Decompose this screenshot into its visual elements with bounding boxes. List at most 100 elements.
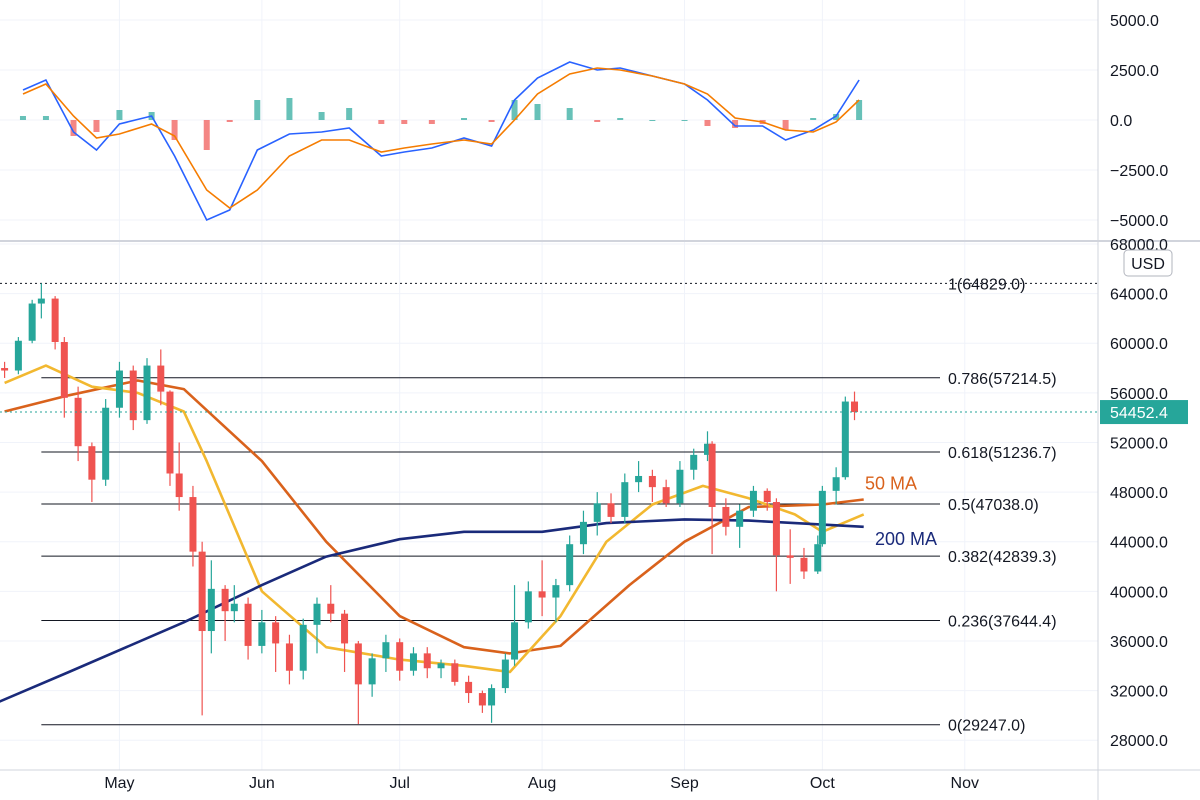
candle-body [60,341,68,398]
candle-body [396,642,404,671]
candle-body [198,551,206,632]
candle-body [1,368,9,371]
fib-level-label: 0.786(57214.5) [948,371,1057,388]
macd-histogram-bar [566,108,573,120]
macd-histogram-bar [116,110,123,120]
fib-level-label: 0(29247.0) [948,718,1025,735]
macd-histogram-bar [19,116,26,120]
candle-body [230,603,238,612]
candle-body [511,622,519,660]
price-candles[interactable] [1,283,859,725]
candle-body [437,663,445,669]
fib-level-label: 0.236(37644.4) [948,614,1057,631]
price-tick-label: 48000.0 [1110,485,1168,502]
last-price-label: 54452.4 [1110,405,1168,422]
macd-line [22,61,860,222]
candle-body [354,643,362,685]
candle-body [272,622,280,644]
macd-histogram-bar [318,112,325,120]
candle-body [749,490,757,511]
time-tick-label: Jul [389,775,409,792]
candle-body [221,588,229,612]
candle-body [129,370,137,421]
fib-level-label: 0.618(51236.7) [948,445,1057,462]
labels: 54452.4 USD 50 MA 200 MA [0,249,1188,549]
candle-body [382,642,390,659]
macd-histogram-bar [346,108,353,120]
macd-histogram-bar [42,116,49,120]
price-tick-label: 56000.0 [1110,386,1168,403]
200-ma-line [0,518,864,703]
macd-tick-label: 0.0 [1110,113,1132,130]
candle-body [423,653,431,669]
macd-histogram-bar [461,118,468,120]
candle-body [207,588,215,632]
candle-body [648,475,656,488]
macd-histogram-bar [378,120,385,124]
candle-body [478,693,486,706]
candle-body [102,407,110,480]
candle-body [800,557,808,572]
candle-body [708,443,716,507]
macd-histogram-bar [401,120,408,124]
macd-histogram-bar [70,120,77,136]
candle-body [327,603,335,614]
candle-body [662,487,670,504]
price-tick-label: 60000.0 [1110,336,1168,353]
candle-body [341,613,349,644]
candle-body [244,603,252,646]
currency-label: USD [1131,256,1165,273]
candle-body [37,298,45,304]
time-tick-label: Oct [810,775,835,792]
candle-body [157,365,165,392]
candle-body [88,446,96,480]
macd-histogram-bar [704,120,711,126]
macd-histogram-bar [649,120,656,121]
macd-histogram-bar [681,120,688,121]
price-tick-label: 32000.0 [1110,684,1168,701]
macd-tick-label: 2500.0 [1110,63,1159,80]
candle-body [115,370,123,408]
macd-histogram-bar [617,118,624,120]
moving-averages [0,364,865,703]
macd-histogram-bar [171,120,178,140]
candle-body [409,653,417,671]
fib-level-label: 1(64829.0) [948,276,1025,293]
time-tick-label: Jun [249,775,275,792]
moving-average-line [4,364,865,674]
candle-body [313,603,321,625]
macd-histogram-bar [254,100,261,120]
candle-body [607,503,615,517]
macd-panel[interactable] [19,61,863,222]
candle-body [14,340,22,371]
candle-body [690,454,698,470]
candle-body [28,303,36,341]
time-tick-label: Nov [951,775,979,792]
time-tick-label: Sep [670,775,699,792]
fib-level-label: 0.382(42839.3) [948,549,1057,566]
fib-level-label: 0.5(47038.0) [948,497,1039,514]
candle-body [501,659,509,689]
candle-body [189,497,197,552]
price-tick-label: 36000.0 [1110,634,1168,651]
candle-body [832,477,840,491]
candle-body [566,544,574,586]
candle-body [285,643,293,671]
time-tick-label: Aug [528,775,556,792]
signal-line [22,67,860,209]
candle-body [841,401,849,478]
candle-body [579,521,587,545]
macd-tick-label: −5000.0 [1110,213,1168,230]
candle-body [74,397,82,447]
candle-body [772,502,780,556]
price-tick-label: 40000.0 [1110,584,1168,601]
candle-body [814,544,822,572]
candle-body [593,503,601,522]
50-ma-label: 50 MA [865,473,917,493]
macd-histogram-bar [488,120,495,122]
last-price-badge [1100,400,1188,425]
price-tick-label: 44000.0 [1110,535,1168,552]
macd-tick-label: 5000.0 [1110,13,1159,30]
